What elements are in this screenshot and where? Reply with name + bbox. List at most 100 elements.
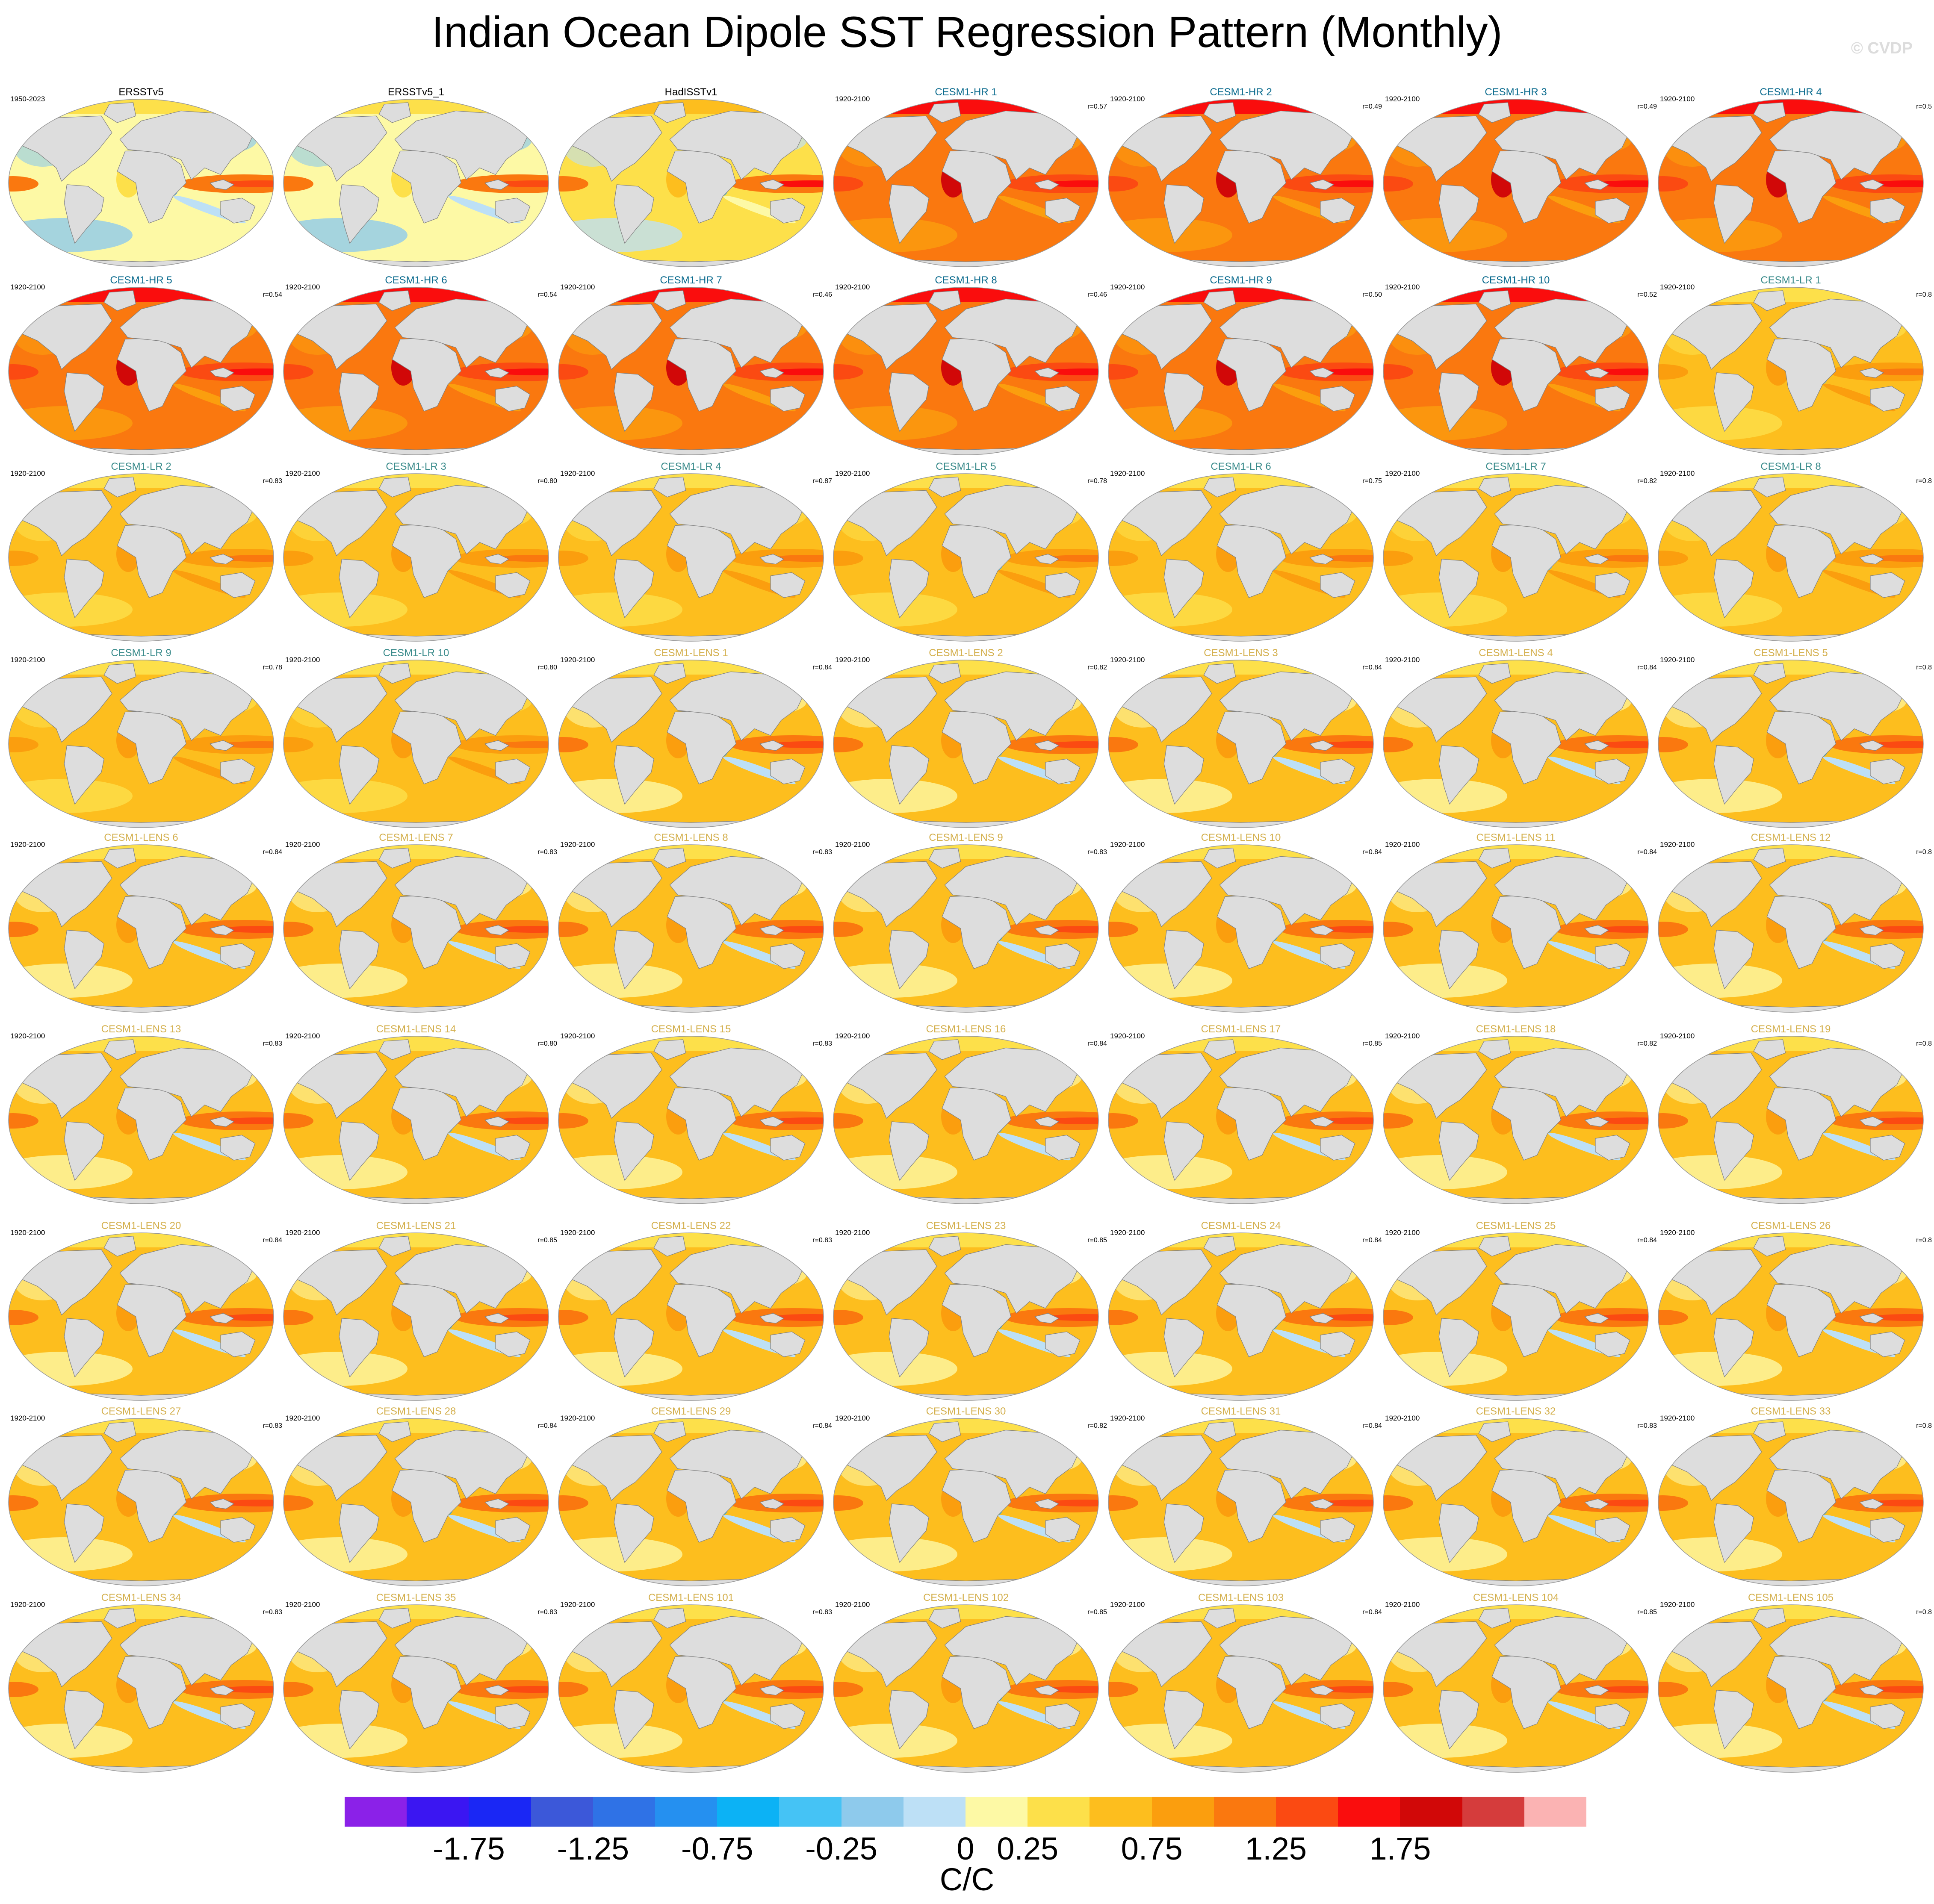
colorbar-swatch <box>966 1797 1028 1827</box>
colorbar-swatch <box>1276 1797 1338 1827</box>
colorbar-swatch <box>345 1797 407 1827</box>
continent-australia <box>1870 197 1905 224</box>
panel-years: 1920-2100 <box>1110 1032 1145 1040</box>
continent-greenland <box>1203 1608 1236 1629</box>
regression-map <box>1658 1232 1924 1401</box>
colorbar-tick-label: 0 <box>957 1831 974 1866</box>
colorbar-swatch <box>1400 1797 1463 1827</box>
regression-map <box>558 1604 824 1773</box>
continent-south-america <box>889 559 929 618</box>
panel-title: CESM1-LENS 19 <box>1751 1023 1831 1035</box>
continent-eurasia <box>944 671 1081 741</box>
continent-greenland <box>1753 848 1786 869</box>
panel-title: CESM1-LENS 104 <box>1473 1592 1559 1603</box>
continent-africa <box>1217 524 1286 598</box>
continent-africa <box>942 1086 1011 1161</box>
map-panel: CESM1-LENS 28 1920-2100 r=0.84 <box>279 1405 557 1591</box>
continent-south-america <box>339 184 379 244</box>
regression-map <box>1383 473 1649 642</box>
map-outline <box>1658 1036 1924 1204</box>
continent-eurasia <box>1494 1244 1630 1314</box>
continent-eurasia <box>669 1244 806 1314</box>
continent-greenland <box>653 848 686 869</box>
continent-south-america <box>339 559 379 618</box>
sst-field <box>833 474 1098 641</box>
map-outline <box>833 1604 1099 1773</box>
panel-years: 1920-2100 <box>835 1414 870 1422</box>
continent-maritime <box>1034 925 1059 936</box>
land-masses <box>569 1236 806 1400</box>
continent-south-america <box>889 1690 929 1749</box>
continent-south-america <box>1163 745 1204 805</box>
continent-australia <box>1320 943 1355 969</box>
regression-map <box>8 844 274 1013</box>
regression-map <box>283 660 549 828</box>
continent-eurasia <box>119 671 256 741</box>
map-panel: CESM1-LENS 9 1920-2100 r=0.83 <box>829 831 1107 1017</box>
regression-map <box>1658 1418 1924 1586</box>
map-outline <box>1383 660 1649 828</box>
continent-greenland <box>378 848 411 869</box>
continent-maritime <box>1859 1116 1884 1127</box>
sst-field <box>283 99 549 267</box>
land-masses <box>1119 102 1355 267</box>
continent-australia <box>770 1135 806 1161</box>
continent-eurasia <box>1494 671 1630 741</box>
continent-eurasia <box>1769 298 1905 368</box>
continent-greenland <box>103 1608 136 1629</box>
continent-eurasia <box>944 298 1081 368</box>
sst-field <box>1383 1605 1648 1772</box>
page-title: Indian Ocean Dipole SST Regression Patte… <box>431 8 1503 56</box>
panel-years: 1920-2100 <box>1110 283 1145 291</box>
continent-greenland <box>1203 1039 1236 1060</box>
map-outline <box>1383 1604 1649 1773</box>
map-outline <box>283 660 549 828</box>
map-panel: CESM1-HR 9 1920-2100 r=0.50 <box>1104 274 1382 460</box>
continent-eurasia <box>1219 1616 1355 1686</box>
continent-eurasia <box>1219 671 1355 741</box>
panel-title: CESM1-LR 5 <box>936 461 996 472</box>
continent-north-america <box>294 676 387 743</box>
continent-africa <box>942 524 1011 598</box>
map-outline <box>558 99 824 267</box>
panel-title: CESM1-LR 6 <box>1211 461 1271 472</box>
continent-australia <box>1320 1517 1355 1543</box>
sst-field <box>1383 660 1648 828</box>
continent-south-america <box>1163 1318 1204 1377</box>
regression-map <box>1658 844 1924 1013</box>
land-masses <box>1119 663 1355 828</box>
map-outline <box>283 99 549 267</box>
continent-greenland <box>1203 290 1236 311</box>
continent-north-america <box>19 115 112 182</box>
map-outline <box>1658 99 1924 267</box>
colorbar-tick-label: 0.75 <box>1121 1831 1183 1866</box>
continent-north-america <box>19 490 112 556</box>
continent-north-america <box>1394 1249 1487 1315</box>
continent-greenland <box>1478 477 1511 498</box>
panel-pattern-correlation: r=0.83 <box>263 1609 282 1616</box>
continent-maritime <box>1859 740 1884 751</box>
continent-africa <box>1217 149 1286 224</box>
continent-north-america <box>1668 1621 1762 1687</box>
map-outline <box>1108 1418 1374 1586</box>
continent-maritime <box>1859 554 1884 565</box>
continent-north-america <box>294 490 387 556</box>
continent-eurasia <box>394 298 531 368</box>
continent-maritime <box>484 1313 509 1324</box>
continent-greenland <box>103 477 136 498</box>
regression-map <box>1383 1418 1649 1586</box>
continent-maritime <box>210 1116 234 1127</box>
continent-eurasia <box>669 110 806 180</box>
continent-south-america <box>1438 745 1479 805</box>
continent-australia <box>1045 572 1081 598</box>
continent-eurasia <box>1219 298 1355 368</box>
continent-north-america <box>1394 861 1487 927</box>
continent-north-america <box>19 676 112 743</box>
continent-eurasia <box>944 1616 1081 1686</box>
continent-greenland <box>653 663 686 684</box>
land-masses <box>1394 1421 1630 1586</box>
regression-map <box>558 287 824 455</box>
panel-title: CESM1-LENS 32 <box>1476 1406 1556 1417</box>
panel-years: 1920-2100 <box>560 840 595 849</box>
sst-field <box>9 474 274 641</box>
